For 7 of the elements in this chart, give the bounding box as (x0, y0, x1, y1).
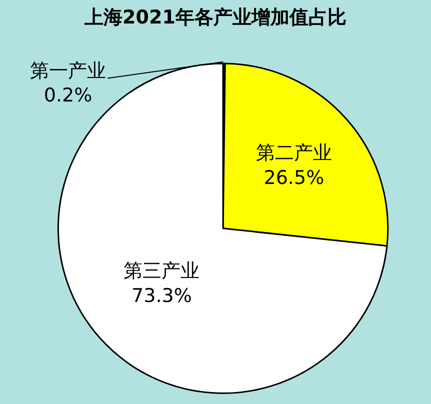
data-label: 0.2% (44, 84, 92, 107)
data-label: 26.5% (264, 166, 324, 189)
slice-label: 第二产业 (256, 142, 332, 164)
data-label: 73.3% (132, 284, 192, 307)
slice-label: 第三产业 (124, 260, 200, 282)
slice-label: 第一产业 (30, 60, 106, 82)
chart-title: 上海2021年各产业增加值占比 (84, 6, 346, 28)
